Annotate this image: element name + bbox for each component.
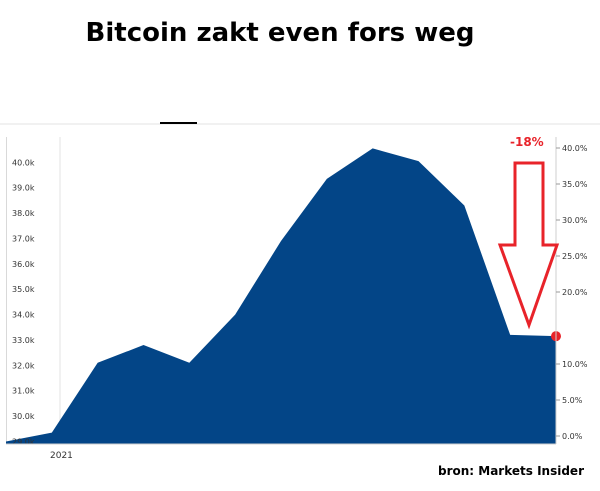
source-label: bron: Markets Insider: [438, 464, 584, 478]
y-left-tick-label: 31.0k: [12, 387, 35, 396]
y-left-tick-label: 39.0k: [12, 184, 35, 193]
y-right-tick-label: 40.0%: [562, 144, 588, 153]
y-right-tick-label: 20.0%: [562, 288, 588, 297]
y-left-tick-label: 38.0k: [12, 209, 35, 218]
y-right-tick-label: 25.0%: [562, 252, 588, 261]
chart-left-border: [6, 137, 7, 444]
y-left-tick-label: 33.0k: [12, 336, 35, 345]
y-right-tick-label: 0.0%: [562, 432, 583, 441]
y-left-tick-label: 34.0k: [12, 311, 35, 320]
y-left-tick-label: 37.0k: [12, 234, 35, 243]
drop-annotation: -18%: [510, 135, 544, 149]
y-right-tick-label: 30.0%: [562, 216, 588, 225]
page-title: Bitcoin zakt even fors weg: [85, 18, 475, 48]
y-left-tick-label: 40.0k: [12, 158, 35, 167]
drop-arrow: [497, 161, 560, 330]
y-left-tick-label: 36.0k: [12, 260, 35, 269]
y-left-tick-label: 35.0k: [12, 285, 35, 294]
y-right-tick-label: 5.0%: [562, 396, 583, 405]
price-area: [6, 148, 556, 444]
y-right-tick-label: 10.0%: [562, 360, 588, 369]
y-left-tick-label: 30.0k: [12, 412, 35, 421]
y-left-tick-label: 32.0k: [12, 361, 35, 370]
y-left-tick-label: 29.0k: [12, 437, 35, 446]
y-right-tick-label: 35.0%: [562, 180, 588, 189]
x-tick-label: 2021: [50, 451, 73, 461]
